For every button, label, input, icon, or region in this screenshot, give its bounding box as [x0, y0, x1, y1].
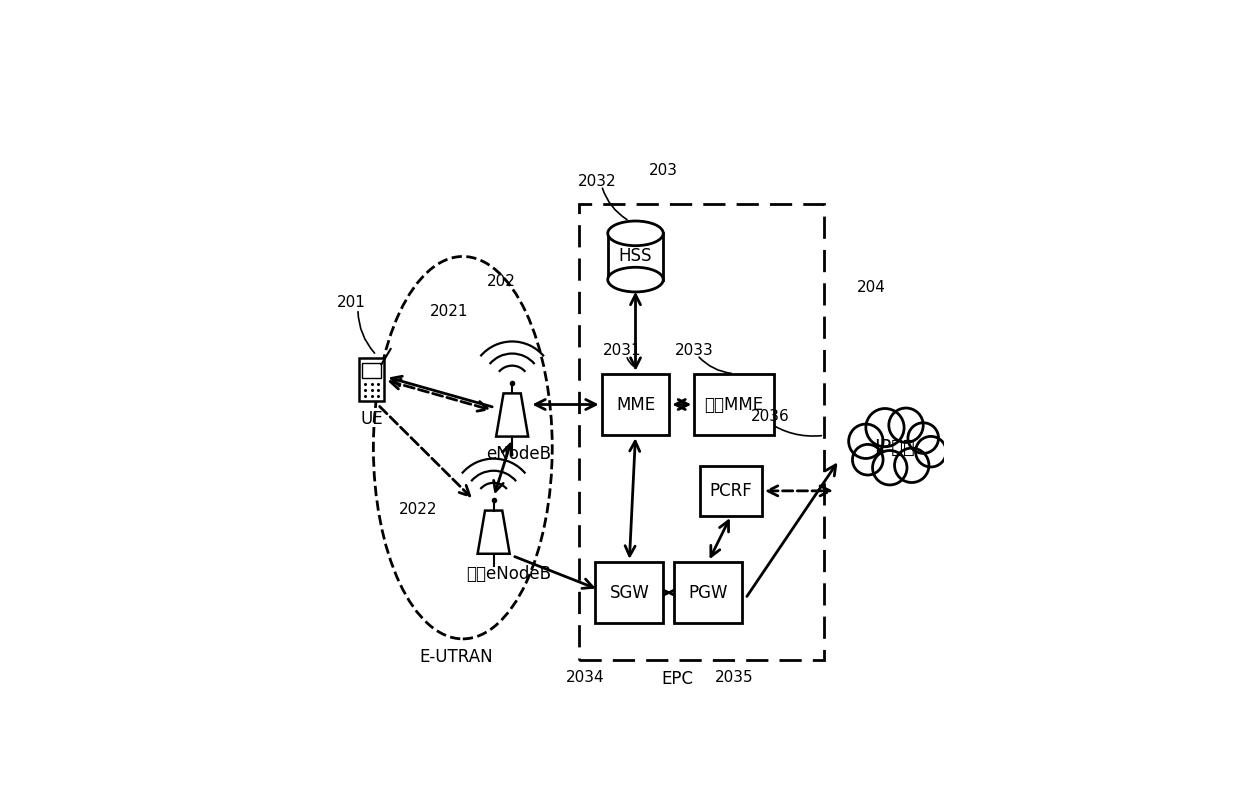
- Circle shape: [852, 445, 883, 475]
- Bar: [362, 363, 381, 378]
- Bar: [694, 373, 774, 436]
- Text: 2034: 2034: [565, 670, 604, 685]
- Text: 2032: 2032: [578, 174, 616, 189]
- Ellipse shape: [608, 221, 663, 246]
- Text: IP业务: IP业务: [874, 438, 915, 457]
- Bar: [608, 233, 663, 280]
- Text: 201: 201: [337, 296, 366, 310]
- Bar: [579, 204, 825, 661]
- Text: HSS: HSS: [619, 248, 652, 265]
- Text: 204: 204: [857, 280, 885, 295]
- Text: 2021: 2021: [430, 304, 469, 320]
- Circle shape: [908, 423, 939, 453]
- Text: 2036: 2036: [750, 409, 790, 425]
- Text: 203: 203: [649, 163, 678, 178]
- Circle shape: [866, 409, 904, 447]
- Text: SGW: SGW: [609, 584, 650, 602]
- Text: 2035: 2035: [715, 670, 754, 685]
- Text: UE: UE: [360, 409, 383, 428]
- Text: EPC: EPC: [661, 670, 693, 688]
- Circle shape: [848, 424, 883, 458]
- Circle shape: [889, 408, 924, 442]
- Bar: [701, 466, 761, 516]
- Text: eNodeB: eNodeB: [486, 445, 551, 463]
- Bar: [601, 373, 670, 436]
- Text: E-UTRAN: E-UTRAN: [420, 648, 494, 666]
- Text: 2022: 2022: [399, 502, 438, 517]
- Ellipse shape: [608, 268, 663, 292]
- Bar: [675, 562, 743, 623]
- Bar: [358, 358, 384, 401]
- Polygon shape: [496, 393, 528, 437]
- Text: 202: 202: [486, 274, 516, 288]
- Text: 2033: 2033: [676, 343, 714, 358]
- Text: 2031: 2031: [603, 343, 641, 358]
- Text: MME: MME: [616, 396, 655, 413]
- Bar: [595, 562, 663, 623]
- Text: PGW: PGW: [688, 584, 728, 602]
- Text: PCRF: PCRF: [709, 482, 753, 500]
- Circle shape: [915, 437, 946, 467]
- Text: 其它eNodeB: 其它eNodeB: [466, 566, 552, 583]
- Circle shape: [894, 448, 929, 482]
- Polygon shape: [477, 510, 510, 553]
- Text: 其它MME: 其它MME: [704, 396, 764, 413]
- Circle shape: [873, 450, 906, 485]
